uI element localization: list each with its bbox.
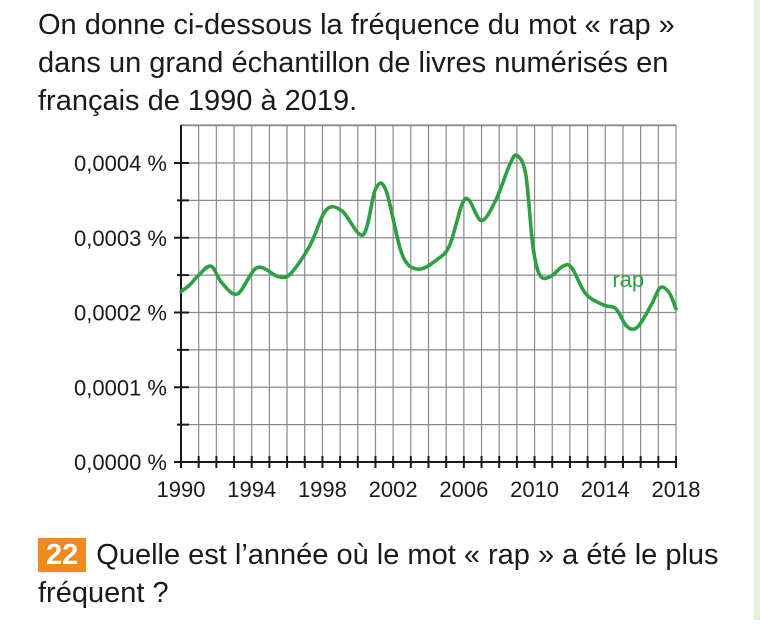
x-tick-label: 2002	[369, 477, 418, 502]
series-line-rap	[179, 153, 678, 332]
y-tick-label: 0,0002 %	[74, 301, 167, 326]
y-tick-label: 0,0004 %	[74, 151, 167, 176]
x-tick-label: 2010	[510, 477, 559, 502]
x-tick-label: 1990	[157, 477, 206, 502]
x-tick-label: 1994	[227, 477, 276, 502]
x-tick-label: 1998	[298, 477, 347, 502]
x-tick-label: 2018	[652, 477, 701, 502]
y-tick-label: 0,0001 %	[74, 375, 167, 400]
y-tick-label: 0,0000 %	[74, 450, 167, 475]
question-block: 22 Quelle est l’année où le mot « rap » a…	[38, 536, 738, 612]
x-tick-label: 2006	[439, 477, 488, 502]
y-tick-label: 0,0003 %	[74, 226, 167, 251]
intro-text: On donne ci-dessous la fréquence du mot …	[38, 9, 675, 117]
series-label: rap	[612, 267, 644, 292]
page-edge-bar	[754, 0, 760, 620]
question-text: Quelle est l’année où le mot « rap » a é…	[38, 539, 719, 609]
x-tick-label: 2014	[581, 477, 630, 502]
question-number-badge: 22	[38, 538, 87, 572]
